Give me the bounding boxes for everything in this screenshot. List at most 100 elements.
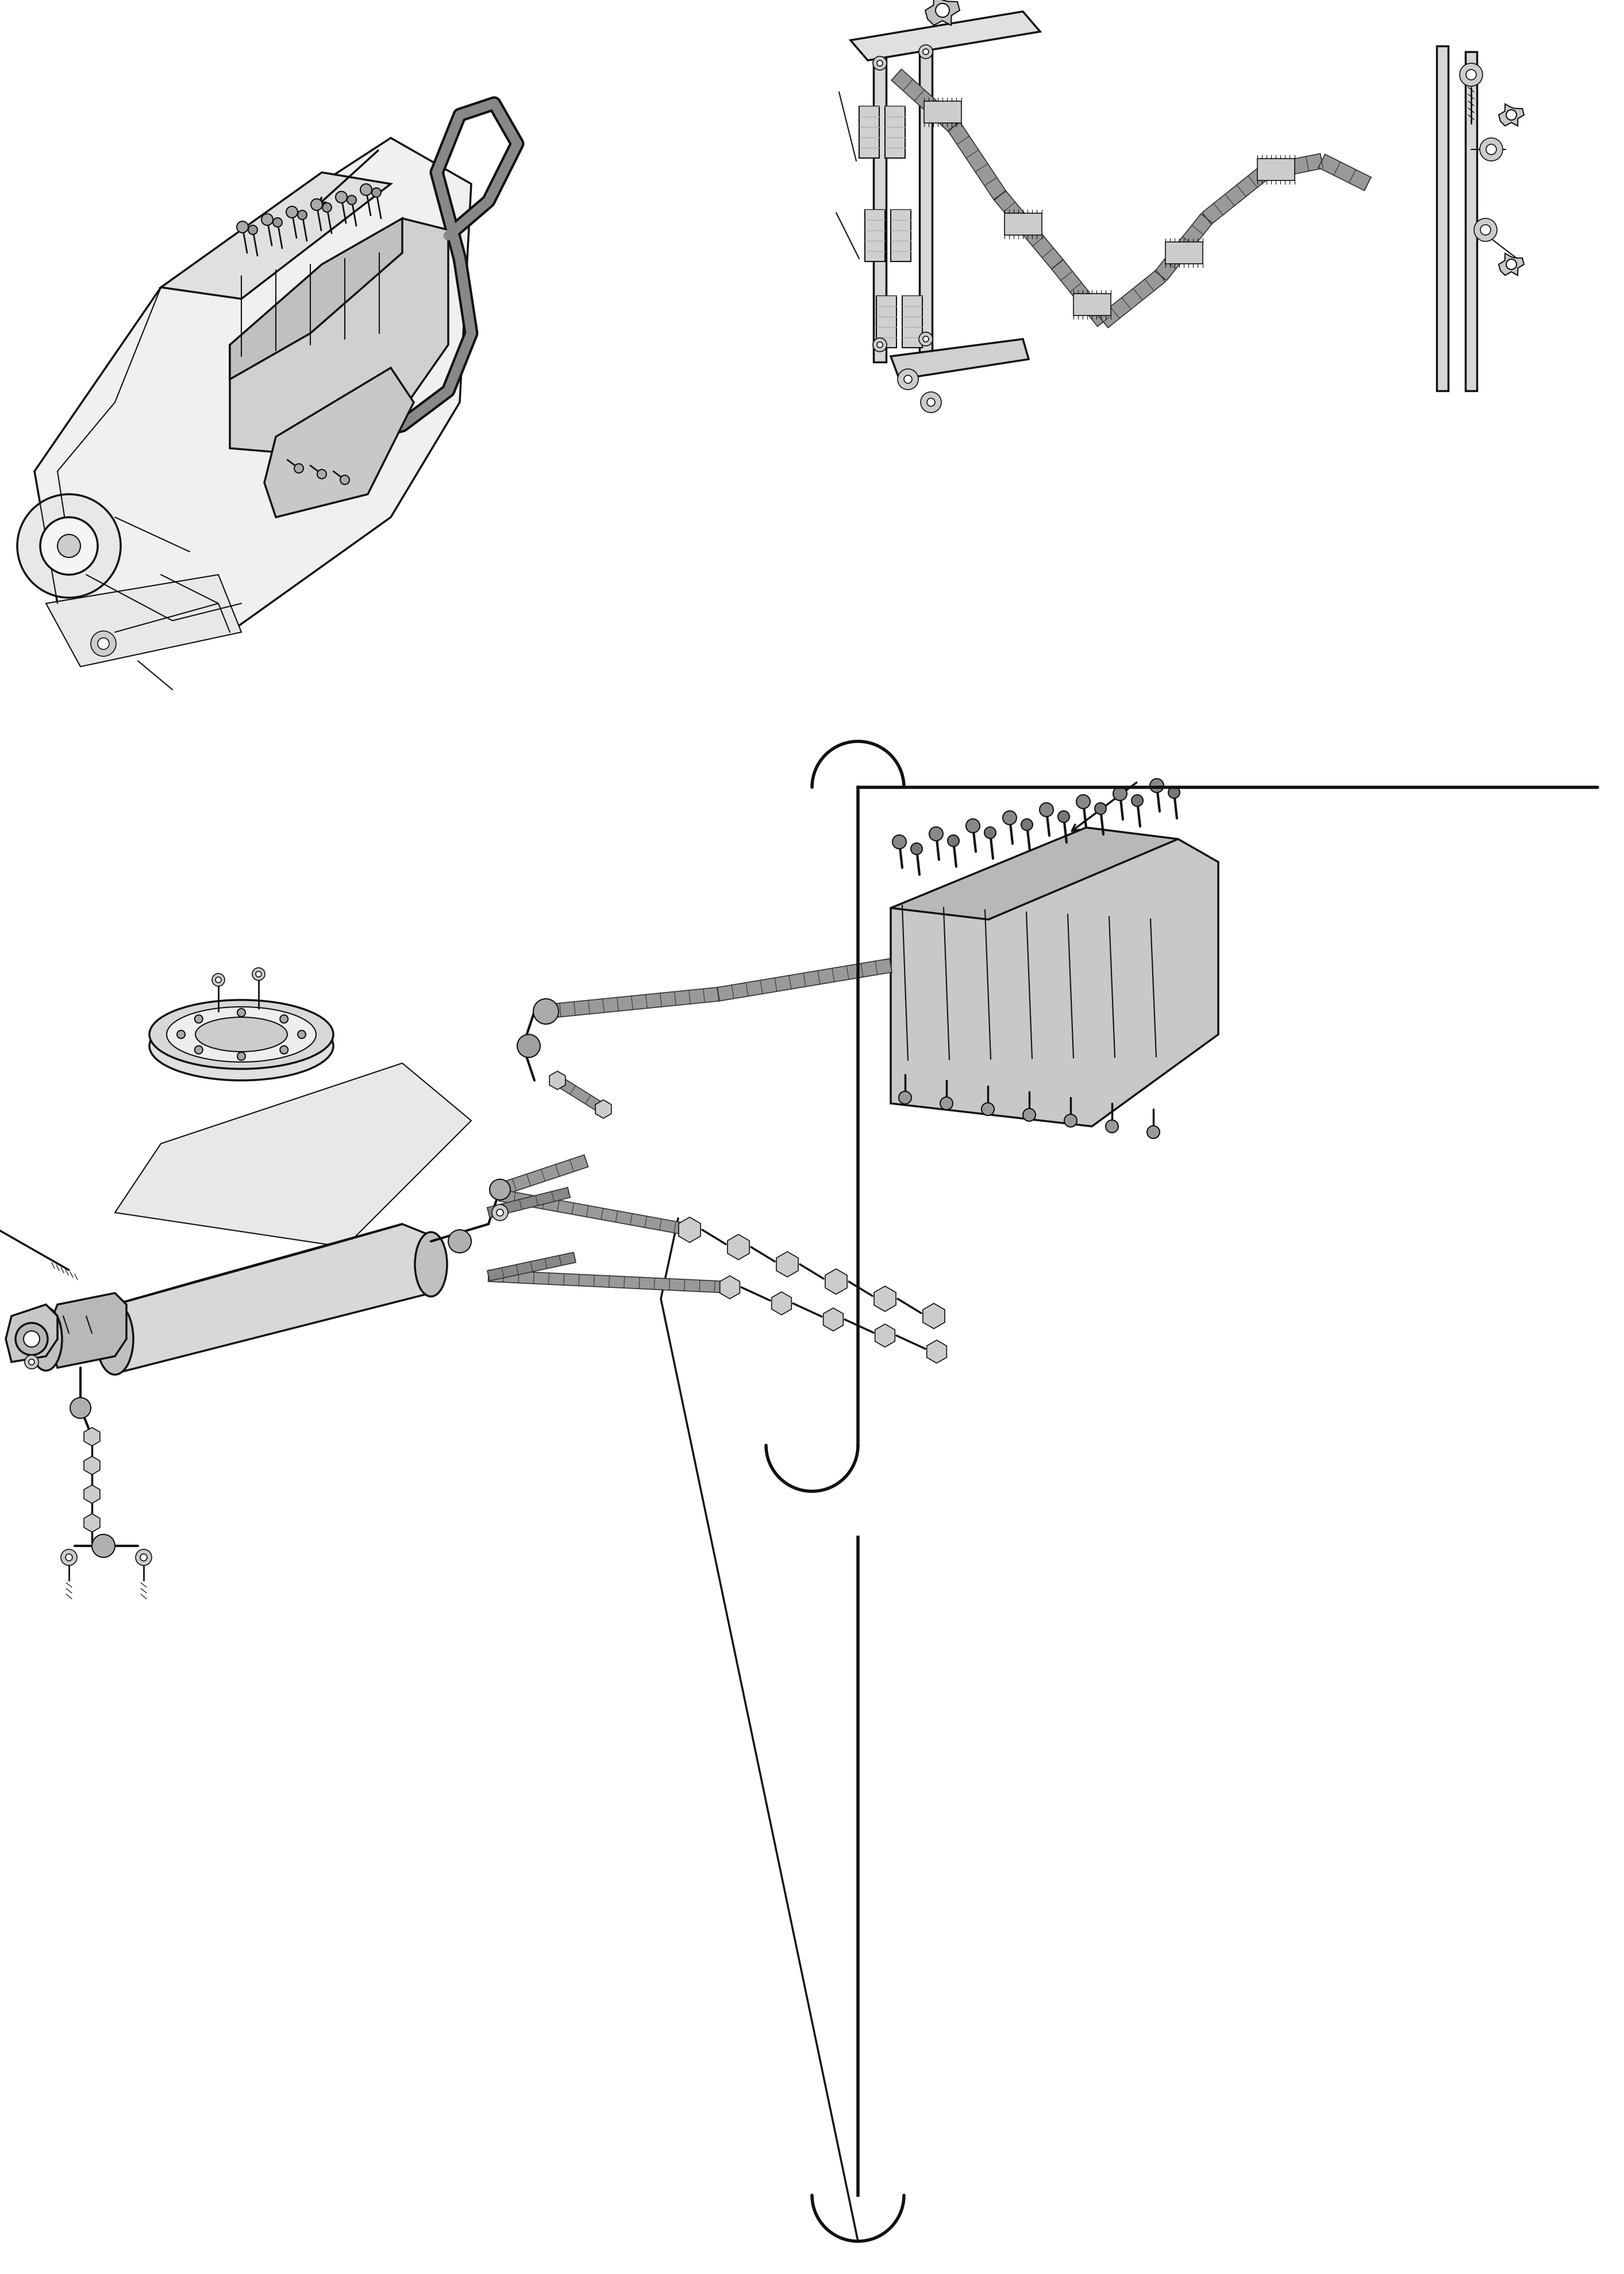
- Circle shape: [1064, 1114, 1077, 1128]
- Polygon shape: [34, 139, 471, 632]
- Circle shape: [237, 1053, 245, 1060]
- Circle shape: [1106, 1121, 1119, 1132]
- Circle shape: [213, 973, 224, 987]
- Circle shape: [919, 45, 932, 59]
- Ellipse shape: [70, 1399, 91, 1419]
- Circle shape: [1466, 70, 1476, 80]
- Circle shape: [1150, 778, 1164, 791]
- Ellipse shape: [516, 1035, 541, 1057]
- Polygon shape: [555, 1076, 606, 1114]
- Bar: [1004, 214, 1041, 234]
- Circle shape: [1475, 218, 1497, 241]
- Circle shape: [237, 1010, 245, 1016]
- Circle shape: [248, 225, 258, 234]
- Polygon shape: [84, 1455, 101, 1474]
- Circle shape: [948, 835, 960, 846]
- Polygon shape: [596, 1101, 611, 1119]
- Polygon shape: [890, 839, 1218, 1126]
- Polygon shape: [84, 1514, 101, 1533]
- Polygon shape: [994, 191, 1064, 268]
- Polygon shape: [93, 1223, 430, 1373]
- Circle shape: [140, 1553, 148, 1560]
- Polygon shape: [823, 1308, 843, 1330]
- Circle shape: [29, 1360, 34, 1364]
- Polygon shape: [45, 575, 242, 666]
- Bar: [890, 209, 911, 262]
- Circle shape: [1077, 796, 1090, 810]
- Circle shape: [195, 1014, 203, 1023]
- Circle shape: [877, 61, 883, 66]
- Circle shape: [981, 1103, 994, 1117]
- Circle shape: [91, 630, 115, 657]
- Circle shape: [294, 464, 304, 473]
- Polygon shape: [84, 1485, 101, 1503]
- Bar: [874, 45, 887, 362]
- Polygon shape: [487, 1253, 577, 1280]
- Polygon shape: [771, 1292, 791, 1314]
- Circle shape: [919, 332, 932, 346]
- Circle shape: [336, 191, 348, 202]
- Circle shape: [255, 971, 261, 978]
- Circle shape: [41, 516, 97, 575]
- Polygon shape: [718, 960, 892, 1001]
- Circle shape: [65, 1553, 73, 1560]
- Ellipse shape: [96, 1303, 133, 1373]
- Polygon shape: [892, 68, 958, 132]
- Circle shape: [927, 398, 935, 407]
- Circle shape: [1021, 819, 1033, 830]
- Bar: [885, 107, 905, 157]
- Polygon shape: [728, 1235, 749, 1260]
- Circle shape: [874, 57, 887, 70]
- Polygon shape: [890, 828, 1177, 919]
- Polygon shape: [45, 1294, 127, 1367]
- Ellipse shape: [149, 1001, 333, 1069]
- Bar: [1465, 52, 1476, 391]
- Circle shape: [1023, 1107, 1036, 1121]
- Ellipse shape: [533, 998, 559, 1023]
- Polygon shape: [1099, 271, 1166, 327]
- Circle shape: [237, 221, 248, 232]
- Circle shape: [1132, 796, 1143, 807]
- Polygon shape: [1263, 155, 1324, 180]
- Bar: [903, 296, 922, 348]
- Bar: [919, 34, 932, 357]
- Circle shape: [279, 1046, 287, 1053]
- Bar: [1437, 45, 1449, 391]
- Polygon shape: [1155, 214, 1213, 280]
- Polygon shape: [825, 1269, 848, 1294]
- Circle shape: [177, 1030, 185, 1039]
- Circle shape: [1168, 787, 1179, 798]
- Circle shape: [261, 214, 273, 225]
- Ellipse shape: [489, 1180, 510, 1201]
- Circle shape: [492, 1205, 508, 1221]
- Circle shape: [361, 184, 372, 196]
- Circle shape: [905, 375, 913, 384]
- Polygon shape: [84, 1428, 101, 1446]
- Circle shape: [1147, 1126, 1160, 1139]
- Polygon shape: [549, 1071, 565, 1089]
- Circle shape: [1057, 812, 1070, 823]
- Circle shape: [252, 969, 265, 980]
- Circle shape: [24, 1330, 39, 1346]
- Polygon shape: [231, 218, 448, 459]
- Circle shape: [286, 207, 297, 218]
- Polygon shape: [922, 1303, 945, 1328]
- Circle shape: [935, 5, 950, 18]
- Bar: [859, 107, 879, 157]
- Polygon shape: [487, 1187, 570, 1217]
- Circle shape: [874, 339, 887, 352]
- Polygon shape: [499, 1189, 690, 1235]
- Circle shape: [1486, 143, 1496, 155]
- Polygon shape: [776, 1251, 799, 1278]
- Ellipse shape: [448, 1230, 471, 1253]
- Polygon shape: [874, 1287, 896, 1312]
- Circle shape: [1039, 803, 1054, 816]
- Polygon shape: [679, 1217, 700, 1242]
- Circle shape: [922, 48, 929, 55]
- Bar: [866, 209, 885, 262]
- Circle shape: [297, 209, 307, 221]
- Polygon shape: [1202, 166, 1268, 225]
- Polygon shape: [719, 1276, 741, 1298]
- Circle shape: [310, 198, 323, 209]
- Circle shape: [18, 493, 120, 598]
